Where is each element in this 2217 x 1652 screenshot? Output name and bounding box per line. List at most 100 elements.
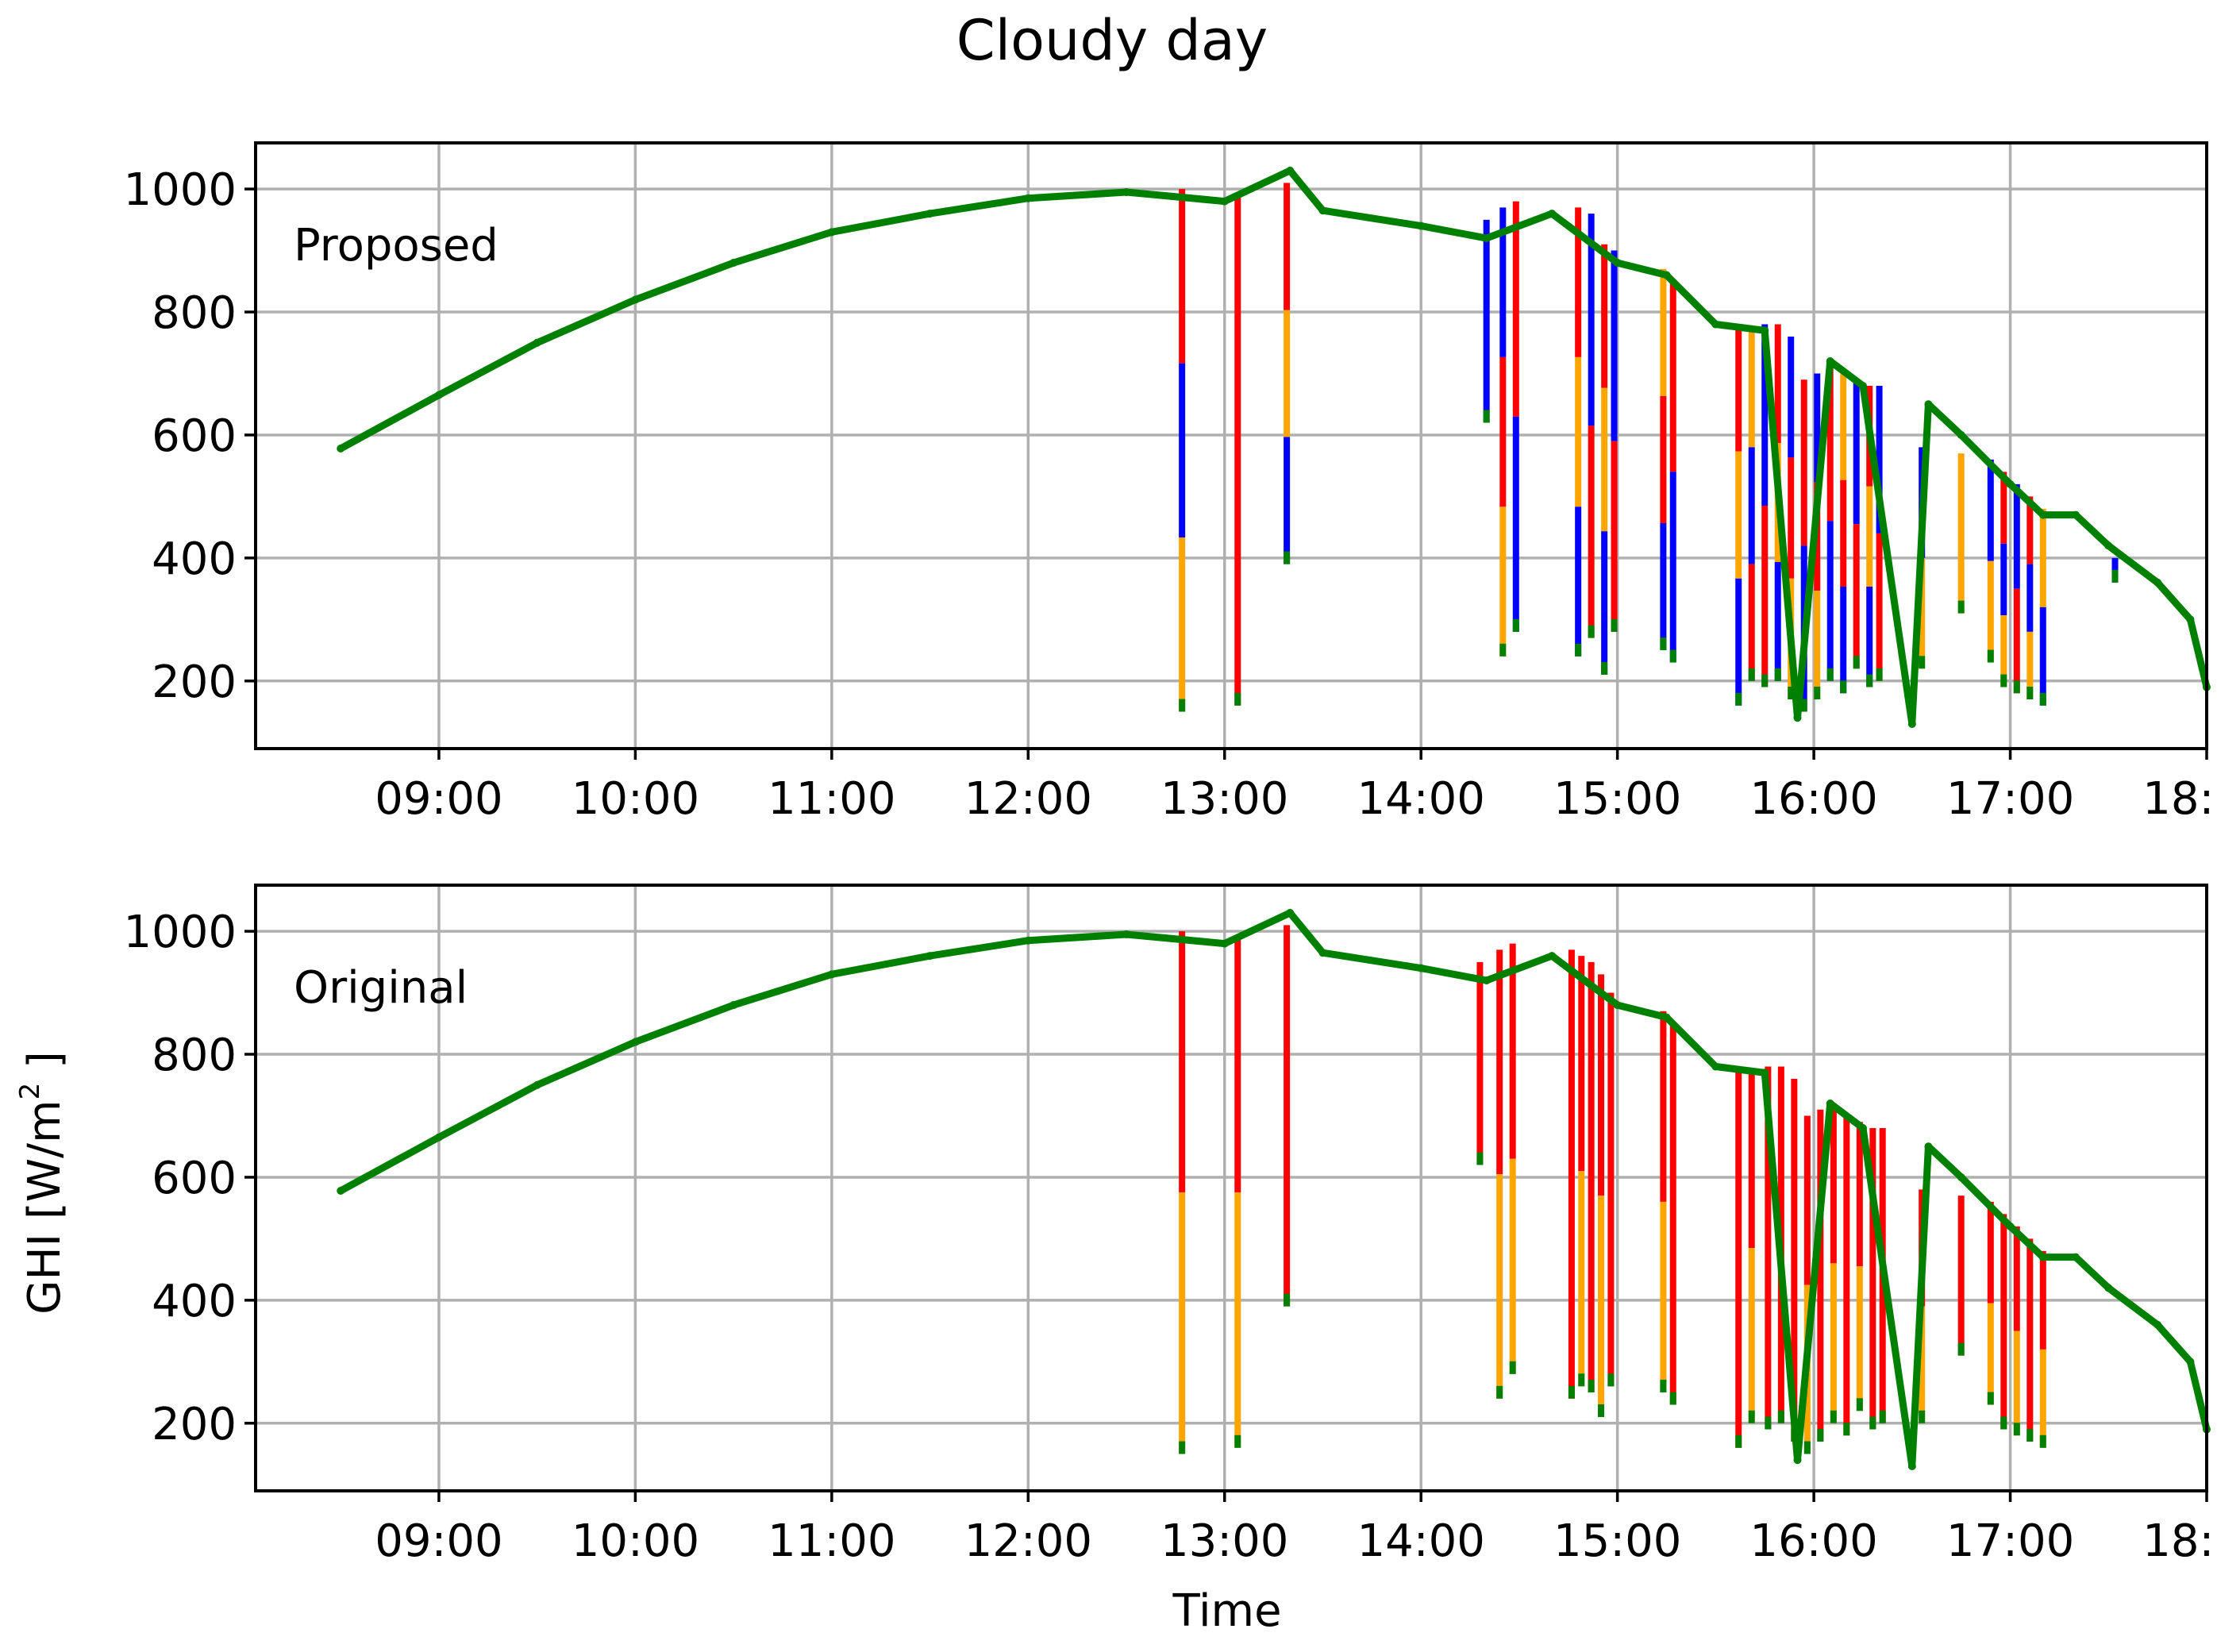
ghi-point xyxy=(1286,908,1295,917)
x-tick-label: 14:00 xyxy=(1357,773,1485,825)
x-tick-label: 12:00 xyxy=(964,1515,1092,1567)
x-tick-label: 17:00 xyxy=(1946,773,2074,825)
ghi-point xyxy=(1417,221,1426,230)
ghi-point xyxy=(533,338,541,347)
y-tick-label: 400 xyxy=(152,533,237,585)
ghi-point xyxy=(1711,320,1720,329)
x-tick-label: 13:00 xyxy=(1160,1515,1288,1567)
y-axis-label-superscript: 2 xyxy=(14,1083,46,1100)
ghi-point xyxy=(1826,1099,1834,1107)
ghi-point xyxy=(1858,381,1867,390)
x-tick-label: 16:00 xyxy=(1749,773,1877,825)
x-tick-label: 11:00 xyxy=(768,773,895,825)
ghi-point xyxy=(1613,259,1622,268)
ghi-point xyxy=(1286,166,1295,175)
ghi-point xyxy=(1826,356,1834,365)
x-tick-label: 14:00 xyxy=(1357,1515,1485,1567)
ghi-point xyxy=(2104,541,2113,550)
x-tick-label: 09:00 xyxy=(375,773,502,825)
ghi-point xyxy=(1318,949,1327,957)
ghi-point xyxy=(1957,1173,1965,1181)
ghi-point xyxy=(2006,1222,2015,1230)
ghi-point xyxy=(2104,1284,2113,1292)
ghi-point xyxy=(2186,1357,2195,1366)
y-tick-label: 600 xyxy=(152,410,237,462)
ghi-point xyxy=(1761,326,1769,335)
ghi-point xyxy=(631,1038,640,1046)
ghi-point xyxy=(729,1001,738,1010)
ghi-point xyxy=(2153,1320,2162,1329)
y-tick-label: 200 xyxy=(152,1399,237,1450)
ghi-point xyxy=(1907,720,1916,729)
ghi-point xyxy=(1024,194,1033,202)
ghi-point xyxy=(1417,964,1426,972)
panel-label: Original xyxy=(294,962,468,1014)
ghi-point xyxy=(827,970,836,979)
ghi-point xyxy=(926,210,934,218)
x-tick-label: 09:00 xyxy=(375,1515,502,1567)
x-tick-label: 17:00 xyxy=(1946,1515,2074,1567)
ghi-point xyxy=(1318,206,1327,215)
x-axis-label: Time xyxy=(1172,1585,1281,1637)
panel-proposed: 200 400 600 800 1000 09:00 10:00 11:00 12:00 13:0… xyxy=(123,141,2217,825)
ghi-point xyxy=(926,952,934,961)
plot-frame xyxy=(254,141,2208,750)
ghi-point xyxy=(434,391,443,399)
panel-label: Proposed xyxy=(294,220,498,271)
ghi-point xyxy=(1220,939,1229,948)
ghi-point xyxy=(1662,271,1671,279)
y-tick-label: 200 xyxy=(152,657,237,708)
x-tick-label: 15:00 xyxy=(1553,773,1681,825)
ghi-point xyxy=(1907,1462,1916,1471)
ghi-point xyxy=(1957,430,1965,439)
ghi-point xyxy=(1711,1062,1720,1071)
y-tick-label: 800 xyxy=(152,287,237,339)
ghi-point xyxy=(2038,1253,2047,1261)
ghi-point xyxy=(434,1133,443,1142)
ghi-point xyxy=(1548,952,1557,961)
ghi-point xyxy=(1024,936,1033,945)
ghi-point xyxy=(1662,1013,1671,1022)
ghi-point xyxy=(2006,479,2015,488)
y-tick-label: 800 xyxy=(152,1030,237,1081)
ghi-point xyxy=(1858,1123,1867,1132)
ghi-point xyxy=(533,1080,541,1089)
x-tick-label: 13:00 xyxy=(1160,773,1288,825)
x-tick-label: 16:00 xyxy=(1749,1515,1877,1567)
y-tick-label: 1000 xyxy=(123,907,237,958)
x-tick-label: 15:00 xyxy=(1553,1515,1681,1567)
ghi-point xyxy=(1122,930,1131,938)
ghi-point xyxy=(337,444,345,452)
y-axis-label-end: ] xyxy=(19,1051,71,1083)
ghi-point xyxy=(1613,1001,1622,1010)
ghi-point xyxy=(1924,400,1933,409)
x-tick-label: 10:00 xyxy=(572,1515,699,1567)
ghi-point xyxy=(2186,615,2195,624)
ghi-point xyxy=(1220,197,1229,206)
ghi-point xyxy=(2072,510,2080,519)
x-tick-label: 11:00 xyxy=(768,1515,895,1567)
y-axis-label-text: GHI [W/m xyxy=(19,1099,71,1314)
ghi-point xyxy=(1924,1142,1933,1151)
y-axis-label: GHI [W/m2 ] xyxy=(14,1051,71,1315)
x-tick-label: 12:00 xyxy=(964,773,1092,825)
ghi-point xyxy=(2072,1253,2080,1261)
ghi-point xyxy=(827,228,836,237)
ghi-series-line xyxy=(337,167,2211,728)
ghi-point xyxy=(1793,714,1802,722)
ghi-point xyxy=(1548,210,1557,218)
ghi-point xyxy=(337,1186,345,1195)
ghi-point xyxy=(1482,234,1491,243)
ghi-point xyxy=(1482,976,1491,985)
ghi-point xyxy=(729,259,738,268)
ghi-point xyxy=(631,295,640,304)
ghi-point xyxy=(1122,187,1131,196)
panel-original: 200 400 600 800 1000 09:00 10:00 11:00 12:00 13:0… xyxy=(123,884,2217,1567)
y-tick-label: 400 xyxy=(152,1276,237,1327)
x-tick-label: 10:00 xyxy=(572,773,699,825)
ghi-point xyxy=(2153,578,2162,587)
figure-title: Cloudy day xyxy=(956,8,1268,73)
ghi-series-line xyxy=(337,909,2211,1470)
x-tick-label: 18:00 xyxy=(2142,1515,2217,1567)
